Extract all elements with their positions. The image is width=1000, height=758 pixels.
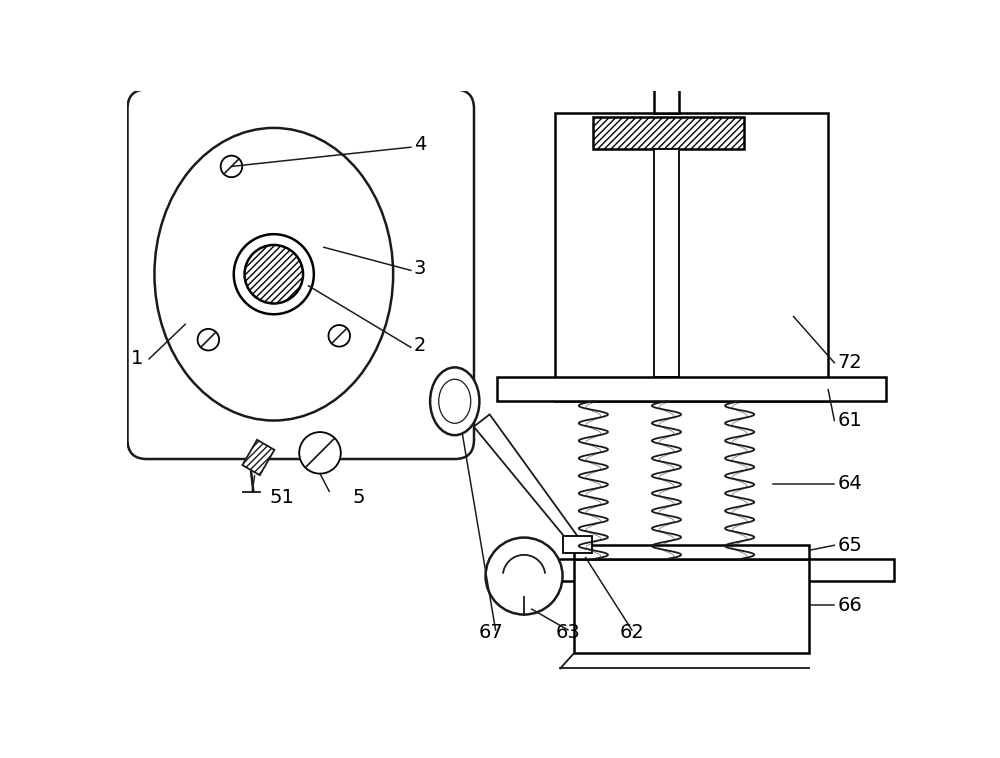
Circle shape [234, 234, 314, 315]
Bar [632, 63, 701, 80]
Ellipse shape [430, 368, 479, 435]
FancyBboxPatch shape [127, 89, 474, 459]
Text: 66: 66 [837, 596, 862, 615]
Text: 4: 4 [414, 136, 426, 155]
Text: 1: 1 [131, 349, 144, 368]
Text: 51: 51 [269, 488, 294, 507]
Text: 3: 3 [414, 258, 426, 277]
Circle shape [299, 432, 341, 474]
Bar [574, 545, 809, 559]
Circle shape [328, 325, 350, 346]
Text: 61: 61 [837, 411, 862, 430]
Circle shape [221, 155, 242, 177]
Bar [654, 149, 679, 377]
Circle shape [245, 245, 303, 303]
Text: 62: 62 [619, 623, 644, 642]
Bar [593, 117, 744, 149]
Text: 65: 65 [837, 536, 862, 555]
Text: 64: 64 [837, 475, 862, 493]
Text: 63: 63 [556, 623, 580, 642]
Bar [555, 112, 828, 401]
Bar [574, 559, 809, 653]
Bar [489, 559, 894, 581]
Text: 2: 2 [414, 336, 426, 355]
Circle shape [486, 537, 563, 615]
Polygon shape [474, 415, 582, 548]
Text: 72: 72 [837, 353, 862, 372]
Circle shape [198, 329, 219, 350]
Bar [497, 377, 886, 401]
Ellipse shape [154, 128, 393, 421]
Text: 67: 67 [479, 623, 503, 642]
Bar [563, 536, 592, 553]
Polygon shape [242, 440, 274, 475]
Ellipse shape [439, 379, 471, 423]
Text: 5: 5 [352, 488, 365, 507]
Bar [654, 80, 679, 112]
